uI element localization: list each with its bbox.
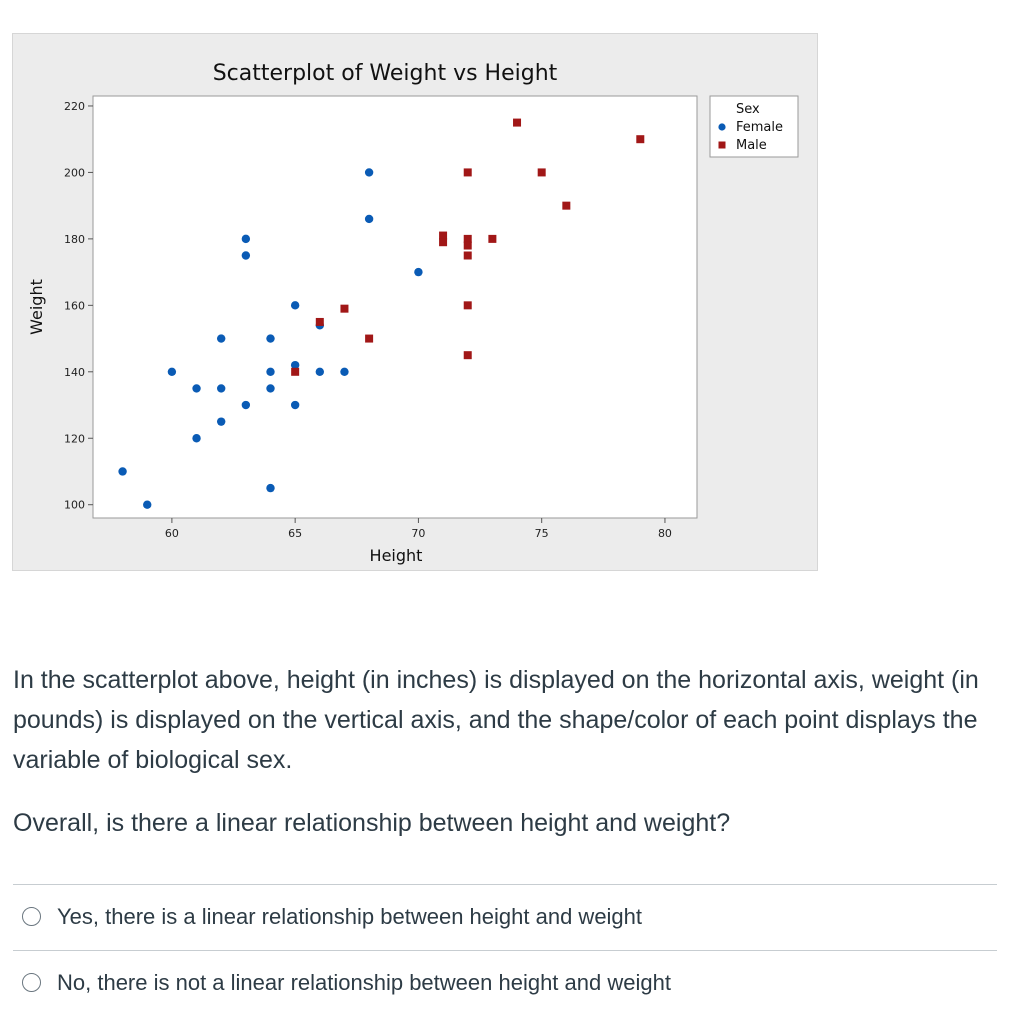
- data-points: [118, 118, 645, 509]
- point-male: [513, 118, 522, 127]
- point-male: [463, 234, 472, 243]
- point-male: [439, 238, 448, 247]
- point-female: [241, 234, 251, 244]
- x-tick-label: 80: [658, 527, 672, 540]
- chart-title: Scatterplot of Weight vs Height: [213, 61, 558, 86]
- answer-option-no[interactable]: No, there is not a linear relationship b…: [13, 950, 997, 1014]
- point-female: [414, 267, 423, 277]
- point-female: [364, 214, 374, 224]
- axis-ticks: 60 65 70 75 80 100 120 140 160 180 200 220: [64, 100, 672, 540]
- point-female: [216, 334, 226, 343]
- y-tick-label: 100: [64, 499, 85, 512]
- x-tick-label: 60: [165, 527, 179, 540]
- x-tick-label: 65: [288, 527, 302, 540]
- x-axis-label: Height: [370, 546, 423, 565]
- point-female: [266, 384, 275, 393]
- point-male: [439, 231, 448, 240]
- point-female: [340, 367, 349, 376]
- legend: Sex Female Male: [709, 95, 799, 158]
- point-male: [488, 234, 497, 243]
- scatterplot-chart: Scatterplot of Weight vs Height Height W…: [27, 61, 799, 565]
- point-female: [290, 301, 300, 310]
- point-male: [463, 351, 472, 360]
- point-female: [266, 367, 275, 376]
- point-female: [266, 334, 275, 343]
- point-female: [192, 434, 201, 443]
- point-male: [291, 367, 300, 376]
- radio-button-no[interactable]: [22, 973, 41, 992]
- y-tick-label: 220: [64, 100, 85, 113]
- answer-label-yes: Yes, there is a linear relationship betw…: [57, 903, 643, 929]
- point-male: [636, 135, 645, 144]
- point-female: [143, 500, 152, 509]
- point-female: [216, 417, 226, 426]
- legend-male-label: Male: [736, 138, 767, 153]
- y-axis-label: Weight: [27, 279, 46, 335]
- point-male: [365, 334, 374, 343]
- legend-female-label: Female: [736, 120, 783, 135]
- point-female: [241, 251, 251, 260]
- point-female: [241, 400, 251, 410]
- question-prompt: Overall, is there a linear relationship …: [13, 809, 731, 837]
- point-male: [463, 301, 472, 310]
- point-female: [290, 360, 300, 370]
- radio-button-yes[interactable]: [22, 907, 41, 926]
- answer-option-yes[interactable]: Yes, there is a linear relationship betw…: [13, 884, 997, 948]
- point-male: [537, 168, 546, 177]
- point-male: [562, 201, 571, 210]
- chart-panel: Scatterplot of Weight vs Height Height W…: [12, 33, 818, 571]
- point-female: [192, 384, 201, 393]
- y-tick-label: 120: [64, 432, 85, 445]
- point-female: [364, 168, 374, 177]
- point-male: [315, 317, 324, 326]
- point-female: [290, 400, 300, 410]
- legend-male-marker: [718, 141, 726, 149]
- question-text: In the scatterplot above, height (in inc…: [13, 660, 1003, 843]
- point-female: [216, 384, 226, 393]
- legend-female-marker: [718, 123, 726, 131]
- plot-area: [92, 95, 698, 519]
- legend-title: Sex: [736, 102, 760, 117]
- y-tick-label: 160: [64, 299, 85, 312]
- x-tick-label: 70: [411, 527, 425, 540]
- y-tick-label: 180: [64, 233, 85, 246]
- point-male: [340, 304, 349, 313]
- point-male: [463, 241, 472, 250]
- point-female: [266, 483, 275, 493]
- x-tick-label: 75: [535, 527, 549, 540]
- y-tick-label: 140: [64, 366, 85, 379]
- point-female: [118, 467, 127, 476]
- point-female: [315, 367, 325, 376]
- question-description: In the scatterplot above, height (in inc…: [13, 666, 979, 774]
- answer-label-no: No, there is not a linear relationship b…: [57, 969, 671, 995]
- point-male: [463, 168, 472, 177]
- point-male: [463, 251, 472, 260]
- point-female: [167, 367, 177, 376]
- y-tick-label: 200: [64, 166, 85, 179]
